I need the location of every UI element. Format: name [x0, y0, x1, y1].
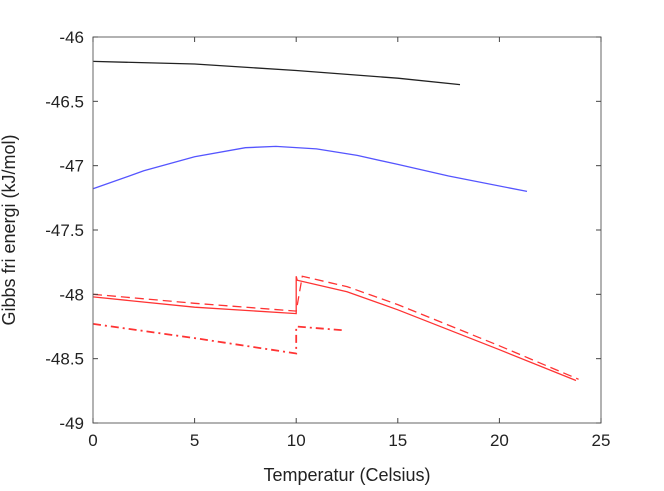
y-tick-label: -48.5	[45, 350, 84, 369]
y-tick-label: -49	[59, 414, 84, 433]
y-tick-label: -48	[59, 285, 84, 304]
x-tick-label: 20	[490, 431, 509, 450]
series-line-blue	[92, 145, 528, 193]
ticks: 0 5 10 15 20 25 -46 -46.5 -47 -47.5 -48 -48.5 -49	[45, 28, 610, 450]
y-tick-label: -46	[59, 28, 84, 47]
y-tick-label: -46.5	[45, 92, 84, 111]
plot-area	[92, 60, 579, 382]
series-line-red-dashed	[92, 275, 579, 380]
x-tick-label: 5	[190, 431, 199, 450]
axes-frame	[92, 36, 602, 424]
y-tick-label: -47	[59, 157, 84, 176]
y-tick-label: -47.5	[45, 221, 84, 240]
x-tick-label: 0	[88, 431, 97, 450]
y-axis-label: Gibbs fri energi (kJ/mol)	[0, 134, 19, 325]
x-axis-label: Temperatur (Celsius)	[263, 465, 430, 485]
x-tick-label: 25	[592, 431, 611, 450]
series-line-black	[92, 60, 461, 86]
series-line-red-solid	[92, 276, 577, 382]
x-tick-label: 15	[388, 431, 407, 450]
series-line-red-dashdot	[92, 323, 346, 355]
x-tick-label: 10	[287, 431, 306, 450]
